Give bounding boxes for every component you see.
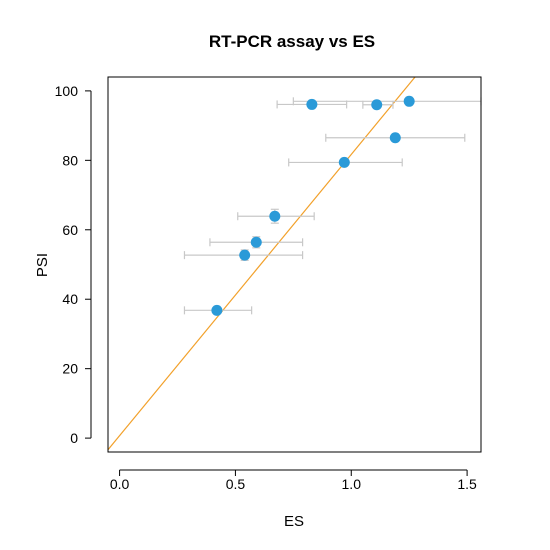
x-axis: 0.0 0.5 1.0 1.5 — [110, 469, 477, 492]
data-point — [306, 98, 318, 110]
data-point — [389, 132, 401, 144]
y-axis-label: PSI — [34, 253, 51, 277]
error-bar-layer — [183, 97, 482, 315]
fit-line-layer — [108, 77, 416, 451]
y-tick-label: 80 — [62, 152, 78, 168]
data-point — [239, 249, 251, 261]
data-point — [338, 156, 350, 168]
x-axis-label: ES — [284, 513, 304, 530]
data-point — [250, 236, 262, 248]
y-tick-label: 20 — [62, 361, 78, 377]
fit-line — [108, 77, 416, 451]
data-point — [211, 304, 223, 316]
data-point — [403, 95, 415, 107]
y-tick-label: 0 — [70, 430, 78, 446]
x-tick-label: 0.5 — [226, 476, 246, 492]
y-tick-label: 100 — [55, 83, 79, 99]
data-point — [269, 210, 281, 222]
x-tick-label: 1.5 — [457, 476, 477, 492]
x-tick-label: 0.0 — [110, 476, 130, 492]
y-axis: 0 20 40 60 80 100 — [55, 83, 92, 446]
x-tick-label: 1.0 — [342, 476, 362, 492]
point-layer — [211, 95, 415, 316]
chart-title: RT-PCR assay vs ES — [209, 32, 375, 51]
y-tick-label: 40 — [62, 291, 78, 307]
y-tick-label: 60 — [62, 222, 78, 238]
plot-frame — [107, 76, 482, 453]
data-point — [371, 99, 383, 111]
